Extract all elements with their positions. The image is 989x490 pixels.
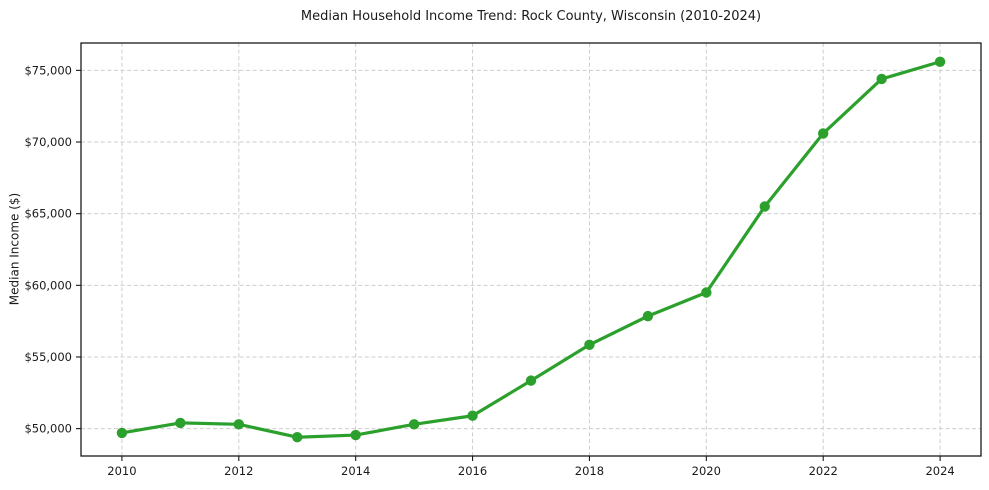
x-tick-label: 2022 [809, 464, 838, 478]
data-point [584, 339, 595, 350]
x-tick-label: 2018 [575, 464, 604, 478]
data-point [701, 287, 712, 298]
data-point [292, 432, 303, 443]
data-point [175, 417, 186, 429]
x-tick-label: 2020 [692, 464, 721, 478]
chart-title: Median Household Income Trend: Rock Coun… [300, 9, 762, 24]
data-point [408, 419, 420, 430]
data-point [876, 73, 887, 85]
data-point [467, 410, 478, 421]
data-point [642, 310, 654, 322]
plot-frame [80, 42, 982, 457]
data-point [350, 429, 361, 441]
x-tick-label: 2010 [107, 464, 136, 478]
y-tick-label: $50,000 [24, 422, 72, 436]
x-tick-label: 2012 [224, 464, 253, 478]
data-point [233, 419, 244, 430]
data-point [818, 128, 829, 139]
data-point [525, 375, 537, 386]
data-point [759, 201, 770, 212]
y-tick-label: $60,000 [24, 278, 72, 292]
data-point [116, 427, 128, 439]
data-point [934, 56, 946, 67]
y-tick-label: $65,000 [24, 207, 72, 221]
x-tick-label: 2014 [341, 464, 370, 478]
y-tick-label: $55,000 [24, 350, 72, 364]
y-tick-label: $70,000 [24, 135, 72, 149]
x-tick-label: 2016 [458, 464, 487, 478]
y-tick-label: $75,000 [24, 63, 72, 77]
x-tick-label: 2024 [925, 464, 954, 478]
